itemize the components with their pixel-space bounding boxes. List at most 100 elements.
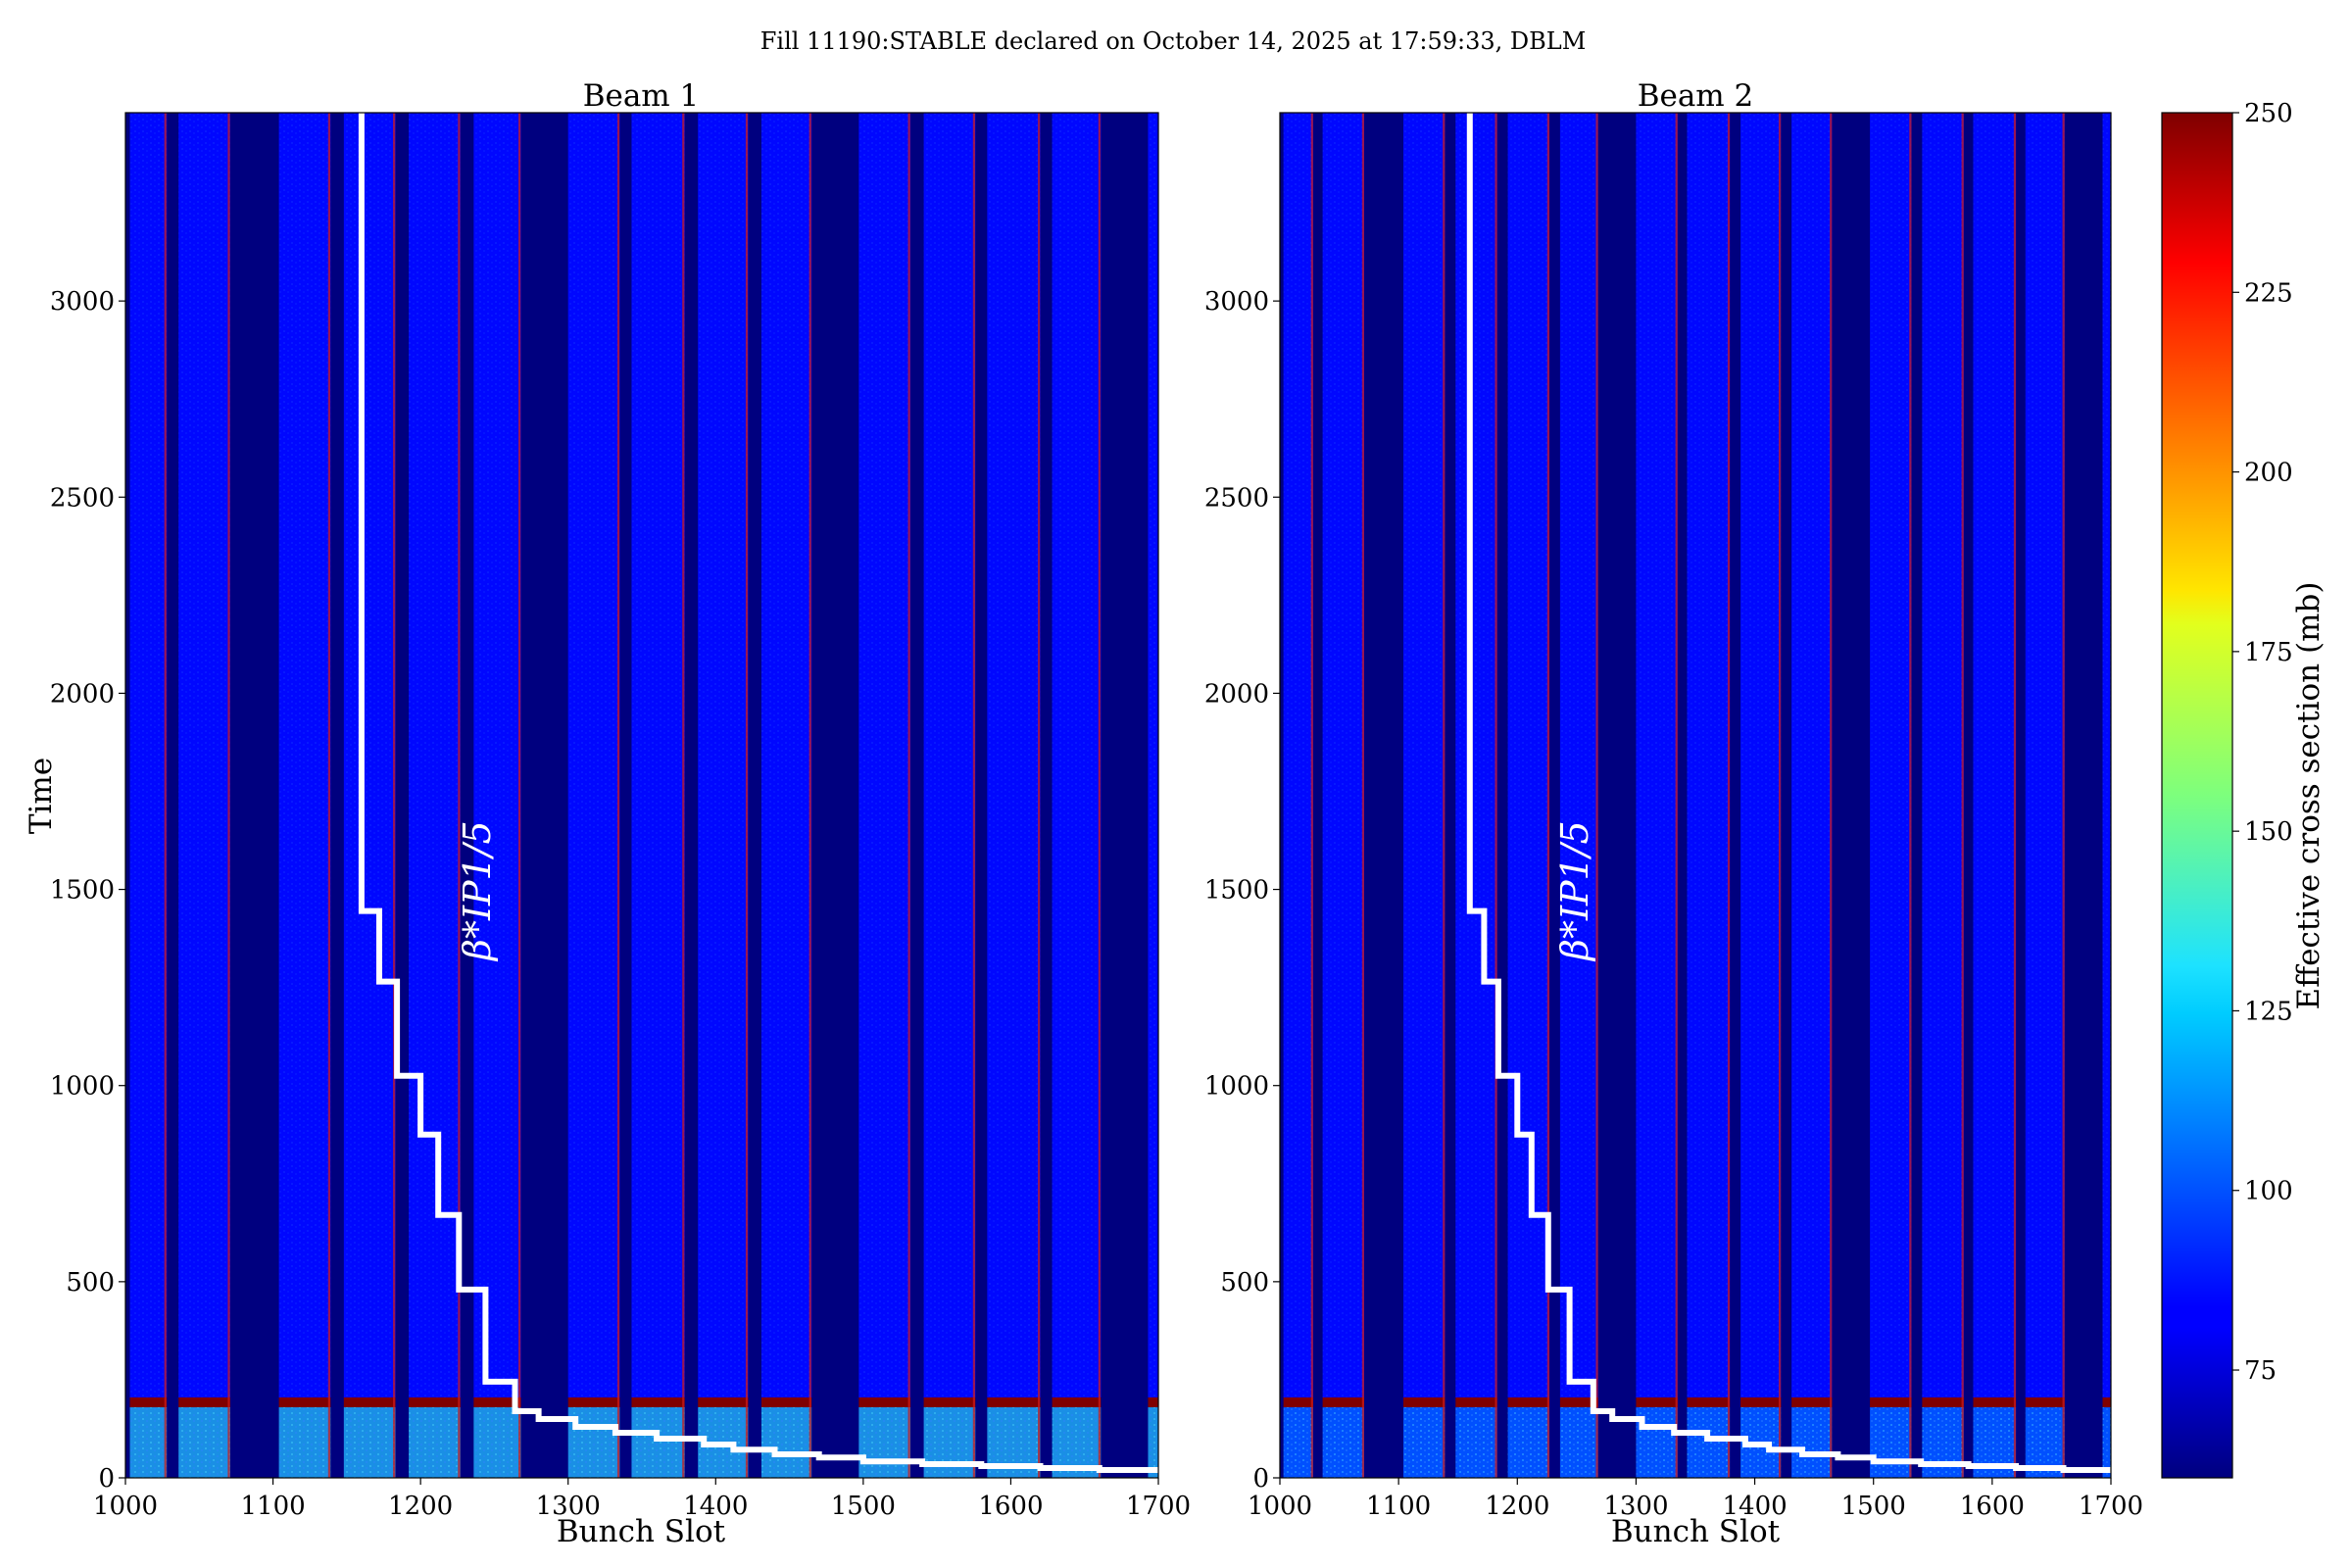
heatmap-empty-gap — [1040, 113, 1053, 1478]
y-tick-label: 1000 — [1204, 1072, 1269, 1102]
heatmap-empty-gap — [395, 113, 410, 1478]
heatmap-train-edge — [2062, 113, 2065, 1478]
x-tick-label: 1200 — [388, 1492, 453, 1521]
colorbar-label: Effective cross section (mb) — [2291, 582, 2327, 1010]
heatmap-empty-gap — [1364, 113, 1403, 1478]
beam2-x-ticks: 1000 1100 1200 1300 1400 1500 1600 1700 — [1248, 1478, 2143, 1521]
y-tick-label: 2500 — [50, 483, 115, 513]
colorbar-tick-label: 250 — [2244, 99, 2293, 128]
colorbar-tick-label: 225 — [2244, 278, 2293, 308]
heatmap-train-edge — [972, 113, 975, 1478]
heatmap-empty-gap — [2064, 113, 2103, 1478]
heatmap-train-edge — [808, 113, 811, 1478]
colorbar-tick-label: 75 — [2244, 1356, 2277, 1386]
heatmap-empty-gap — [1597, 113, 1637, 1478]
x-tick-label: 1500 — [831, 1492, 896, 1521]
heatmap-train-edge — [1779, 113, 1782, 1478]
heatmap-train-edge — [1310, 113, 1313, 1478]
heatmap-train-edge — [1830, 113, 1833, 1478]
beam2-title: Beam 2 — [1638, 78, 1754, 114]
heatmap-texture — [1280, 113, 2111, 1478]
colorbar-ticks: 75 100 125 150 175 200 225 250 — [2232, 99, 2293, 1386]
heatmap-empty-gap — [1730, 113, 1741, 1478]
heatmap-empty-gap — [1445, 113, 1456, 1478]
beam1-y-axis-label: Time — [24, 758, 59, 834]
y-tick-label: 3000 — [50, 287, 115, 317]
colorbar-tick-label: 125 — [2244, 997, 2293, 1026]
heatmap-texture — [125, 113, 1158, 1478]
y-tick-label: 1000 — [50, 1072, 115, 1102]
heatmap-empty-gap — [1677, 113, 1688, 1478]
heatmap-train-edge — [1961, 113, 1964, 1478]
beam2-beta-label: β*IP1/5 — [1553, 820, 1596, 962]
colorbar-tick-label: 200 — [2244, 459, 2293, 488]
heatmap-train-edge — [745, 113, 749, 1478]
heatmap-train-edge — [393, 113, 396, 1478]
heatmap-train-edge — [682, 113, 685, 1478]
heatmap-train-edge — [616, 113, 620, 1478]
colorbar-gradient — [2161, 112, 2233, 1479]
heatmap-empty-gap — [2016, 113, 2026, 1478]
heatmap-train-edge — [1443, 113, 1446, 1478]
heatmap-empty-gap — [1312, 113, 1323, 1478]
x-tick-label: 1000 — [1248, 1492, 1312, 1521]
heatmap-train-edge — [907, 113, 910, 1478]
heatmap-empty-gap — [1963, 113, 1974, 1478]
heatmap-train-edge — [1546, 113, 1549, 1478]
x-tick-label: 1700 — [1126, 1492, 1191, 1521]
x-tick-label: 1500 — [1841, 1492, 1906, 1521]
beam1-x-ticks: 1000 1100 1200 1300 1400 1500 1600 1700 — [93, 1478, 1191, 1521]
heatmap-bright-row — [125, 1396, 1158, 1407]
x-tick-label: 1300 — [1603, 1492, 1668, 1521]
beam2-plot-frame — [1279, 112, 2112, 1479]
colorbar: 75 100 125 150 175 200 225 250 Effective cross … — [2161, 99, 2327, 1479]
heatmap-empty-gap — [1548, 113, 1560, 1478]
beam1-y-ticks: 0 500 1000 1500 2000 2500 3000 — [50, 287, 125, 1494]
colorbar-tick-label: 175 — [2244, 638, 2293, 667]
heatmap-empty-gap — [1832, 113, 1871, 1478]
beam2-beta-curve — [1466, 113, 2111, 1473]
y-tick-label: 2000 — [50, 679, 115, 709]
heatmap-bright-row — [1280, 1396, 2111, 1407]
x-tick-label: 1400 — [683, 1492, 748, 1521]
y-tick-label: 500 — [66, 1268, 115, 1298]
heatmap-empty-gap — [811, 113, 859, 1478]
heatmap-empty-gap — [1911, 113, 1923, 1478]
x-tick-label: 1100 — [240, 1492, 305, 1521]
heatmap-empty-gap — [1496, 113, 1508, 1478]
heatmap-empty-gap — [748, 113, 761, 1478]
heatmap-train-edge — [1038, 113, 1041, 1478]
y-tick-label: 0 — [1252, 1464, 1269, 1494]
heatmap-empty-gap — [229, 113, 279, 1478]
colorbar-tick-label: 150 — [2244, 817, 2293, 847]
x-tick-label: 1000 — [93, 1492, 158, 1521]
heatmap-empty-gap — [330, 113, 344, 1478]
heatmap-train-edge — [518, 113, 521, 1478]
heatmap-empty-gap — [125, 113, 130, 1478]
beam1-beta-curve — [358, 113, 1158, 1473]
colorbar-tick-label: 100 — [2244, 1177, 2293, 1206]
beam1-heatmap — [125, 113, 1158, 1478]
beam2-panel: Beam 2 β*IP1/5 1000 1100 1200 1300 1400 1500 1… — [1204, 78, 2143, 1549]
beam1-plot-frame — [124, 112, 1159, 1479]
beam1-beta-label: β*IP1/5 — [456, 820, 499, 962]
heatmap-train-edge — [1727, 113, 1731, 1478]
beam1-title: Beam 1 — [583, 78, 700, 114]
x-tick-label: 1200 — [1485, 1492, 1549, 1521]
heatmap-empty-gap — [684, 113, 699, 1478]
x-tick-label: 1400 — [1722, 1492, 1787, 1521]
x-tick-label: 1600 — [978, 1492, 1043, 1521]
y-tick-label: 1500 — [1204, 876, 1269, 906]
beam1-x-axis-label: Bunch Slot — [557, 1514, 726, 1549]
heatmap-empty-gap — [520, 113, 568, 1478]
x-tick-label: 1100 — [1366, 1492, 1431, 1521]
heatmap-train-edge — [458, 113, 461, 1478]
y-tick-label: 0 — [98, 1464, 115, 1494]
beam2-heatmap — [1280, 113, 2111, 1478]
heatmap-empty-gap — [619, 113, 632, 1478]
y-tick-label: 1500 — [50, 876, 115, 906]
heatmap-train-edge — [2013, 113, 2017, 1478]
heatmap-train-edge — [1595, 113, 1598, 1478]
figure-title: Fill 11190:STABLE declared on October 14… — [760, 27, 1587, 55]
